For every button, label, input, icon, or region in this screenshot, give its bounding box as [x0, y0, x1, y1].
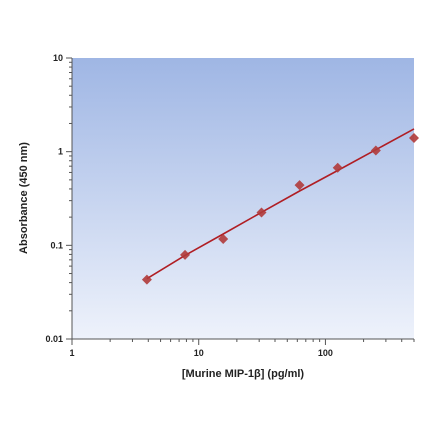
data-point	[256, 207, 267, 218]
data-point	[370, 145, 381, 156]
data-points	[141, 132, 419, 285]
data-point	[294, 180, 305, 191]
y-axis-title: Absorbance (450 nm)	[18, 142, 30, 254]
x-axis-title: [Murine MIP-1β] (pg/ml)	[182, 368, 305, 380]
data-point	[218, 233, 229, 244]
data-point	[332, 162, 343, 173]
x-tick-label: 1	[69, 348, 74, 358]
x-tick-label: 10	[194, 348, 204, 358]
y-tick-label: 10	[53, 53, 63, 63]
x-tick-label: 100	[318, 348, 333, 358]
y-tick-label: 0.1	[50, 240, 63, 250]
data-point	[141, 274, 152, 285]
plot-area	[72, 58, 414, 339]
y-tick-label: 0.01	[45, 334, 63, 344]
y-tick-label: 1	[58, 147, 63, 157]
data-point	[409, 132, 419, 143]
fit-curve-line	[146, 128, 415, 280]
data-point	[180, 249, 191, 260]
